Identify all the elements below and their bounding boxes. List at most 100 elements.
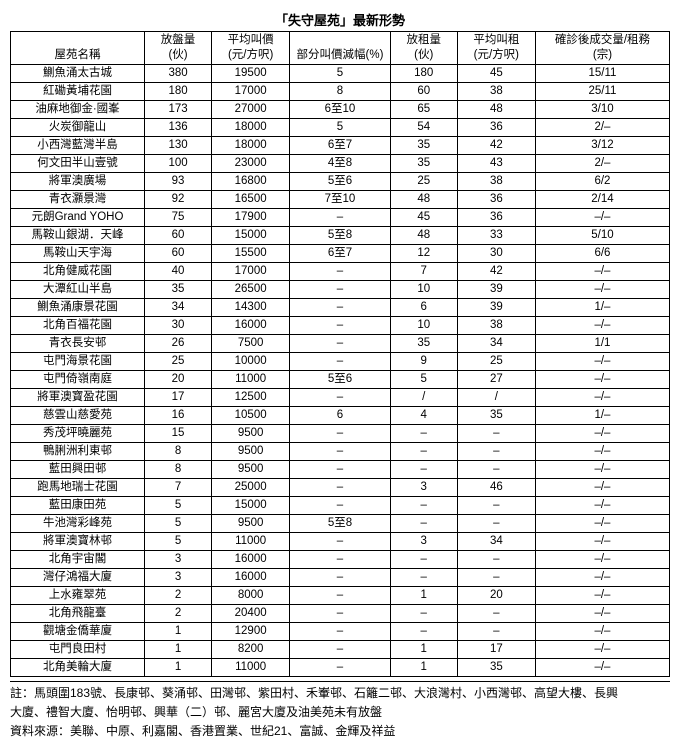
table-row: 將軍澳廣場93168005至625386/2 (11, 172, 670, 190)
data-cell: 36 (457, 208, 535, 226)
data-cell: 11000 (212, 370, 290, 388)
data-cell: 6/2 (535, 172, 669, 190)
data-cell: 16 (145, 406, 212, 424)
data-cell: 15000 (212, 226, 290, 244)
data-cell: 2 (145, 586, 212, 604)
data-cell: 130 (145, 136, 212, 154)
data-cell: 15000 (212, 496, 290, 514)
data-cell: – (390, 460, 457, 478)
data-cell: – (290, 532, 391, 550)
data-cell: 1 (390, 586, 457, 604)
data-cell: 6至7 (290, 244, 391, 262)
data-cell: –/– (535, 550, 669, 568)
data-cell: 8000 (212, 586, 290, 604)
data-cell: 35 (390, 136, 457, 154)
data-cell: 5至6 (290, 370, 391, 388)
table-row: 北角百福花園3016000–1038–/– (11, 316, 670, 334)
data-cell: – (390, 514, 457, 532)
data-cell: 15 (145, 424, 212, 442)
data-cell: 9500 (212, 442, 290, 460)
data-cell: 16500 (212, 190, 290, 208)
data-cell: 25/11 (535, 82, 669, 100)
data-cell: – (457, 460, 535, 478)
data-cell: 35 (390, 154, 457, 172)
data-cell: 6 (290, 406, 391, 424)
data-cell: – (290, 586, 391, 604)
data-cell: 30 (145, 316, 212, 334)
data-cell: 5至8 (290, 514, 391, 532)
estate-name-cell: 青衣灝景灣 (11, 190, 145, 208)
data-cell: – (290, 262, 391, 280)
data-cell: 26500 (212, 280, 290, 298)
table-row: 北角宇宙閣316000––––/– (11, 550, 670, 568)
data-cell: – (390, 604, 457, 622)
data-cell: 60 (145, 226, 212, 244)
data-cell: 3 (390, 532, 457, 550)
data-cell: 30 (457, 244, 535, 262)
data-cell: –/– (535, 352, 669, 370)
data-cell: 5 (145, 496, 212, 514)
data-cell: –/– (535, 316, 669, 334)
data-cell: – (390, 496, 457, 514)
data-cell: 93 (145, 172, 212, 190)
data-cell: 65 (390, 100, 457, 118)
table-row: 鰂魚涌康景花園3414300–6391/– (11, 298, 670, 316)
data-cell: 10 (390, 316, 457, 334)
data-cell: 7500 (212, 334, 290, 352)
data-cell: – (390, 442, 457, 460)
table-row: 將軍澳寶林邨511000–334–/– (11, 532, 670, 550)
data-cell: 17 (145, 388, 212, 406)
data-cell: / (390, 388, 457, 406)
data-cell: 4 (390, 406, 457, 424)
data-cell: 2/14 (535, 190, 669, 208)
footnote-line-3: 資料來源：美聯、中原、利嘉閣、香港置業、世紀21、富誠、金輝及祥益 (10, 722, 670, 741)
table-row: 上水雍翠苑28000–120–/– (11, 586, 670, 604)
data-cell: 60 (145, 244, 212, 262)
data-cell: 5至8 (290, 226, 391, 244)
estate-name-cell: 觀塘金僑華廈 (11, 622, 145, 640)
data-cell: 10 (390, 280, 457, 298)
data-cell: 6至10 (290, 100, 391, 118)
table-row: 元朗Grand YOHO7517900–4536–/– (11, 208, 670, 226)
estate-name-cell: 將軍澳寶林邨 (11, 532, 145, 550)
data-cell: – (290, 442, 391, 460)
data-cell: 39 (457, 280, 535, 298)
data-cell: 18000 (212, 118, 290, 136)
table-row: 北角美輪大廈111000–135–/– (11, 658, 670, 676)
data-cell: –/– (535, 442, 669, 460)
data-cell: – (290, 298, 391, 316)
data-cell: 15/11 (535, 64, 669, 82)
data-cell: –/– (535, 262, 669, 280)
data-cell: 6至7 (290, 136, 391, 154)
table-row: 鰂魚涌太古城3801950051804515/11 (11, 64, 670, 82)
data-table: 屋苑名稱放盤量(伙)平均叫價(元/方呎)部分叫價減幅(%)放租量(伙)平均叫租(… (10, 31, 670, 677)
data-cell: – (457, 604, 535, 622)
data-cell: 1/1 (535, 334, 669, 352)
estate-name-cell: 北角百福花園 (11, 316, 145, 334)
data-cell: – (457, 514, 535, 532)
estate-name-cell: 將軍澳寶盈花園 (11, 388, 145, 406)
data-cell: 25 (145, 352, 212, 370)
data-cell: 6 (390, 298, 457, 316)
estate-name-cell: 青衣長安邨 (11, 334, 145, 352)
data-cell: 43 (457, 154, 535, 172)
table-header: 屋苑名稱放盤量(伙)平均叫價(元/方呎)部分叫價減幅(%)放租量(伙)平均叫租(… (11, 32, 670, 65)
table-row: 小西灣藍灣半島130180006至735423/12 (11, 136, 670, 154)
data-cell: 92 (145, 190, 212, 208)
data-cell: 11000 (212, 658, 290, 676)
estate-name-cell: 鴨脷洲利東邨 (11, 442, 145, 460)
data-cell: 5 (145, 514, 212, 532)
data-cell: 8 (145, 442, 212, 460)
column-header: 屋苑名稱 (11, 32, 145, 65)
data-cell: 2 (145, 604, 212, 622)
table-row: 北角飛龍臺220400––––/– (11, 604, 670, 622)
data-cell: – (290, 316, 391, 334)
estate-name-cell: 北角健威花園 (11, 262, 145, 280)
data-cell: 34 (457, 334, 535, 352)
data-cell: 35 (145, 280, 212, 298)
data-cell: 1 (390, 658, 457, 676)
estate-name-cell: 鰂魚涌康景花園 (11, 298, 145, 316)
data-cell: 3 (145, 568, 212, 586)
data-cell: 42 (457, 136, 535, 154)
data-cell: 9500 (212, 424, 290, 442)
